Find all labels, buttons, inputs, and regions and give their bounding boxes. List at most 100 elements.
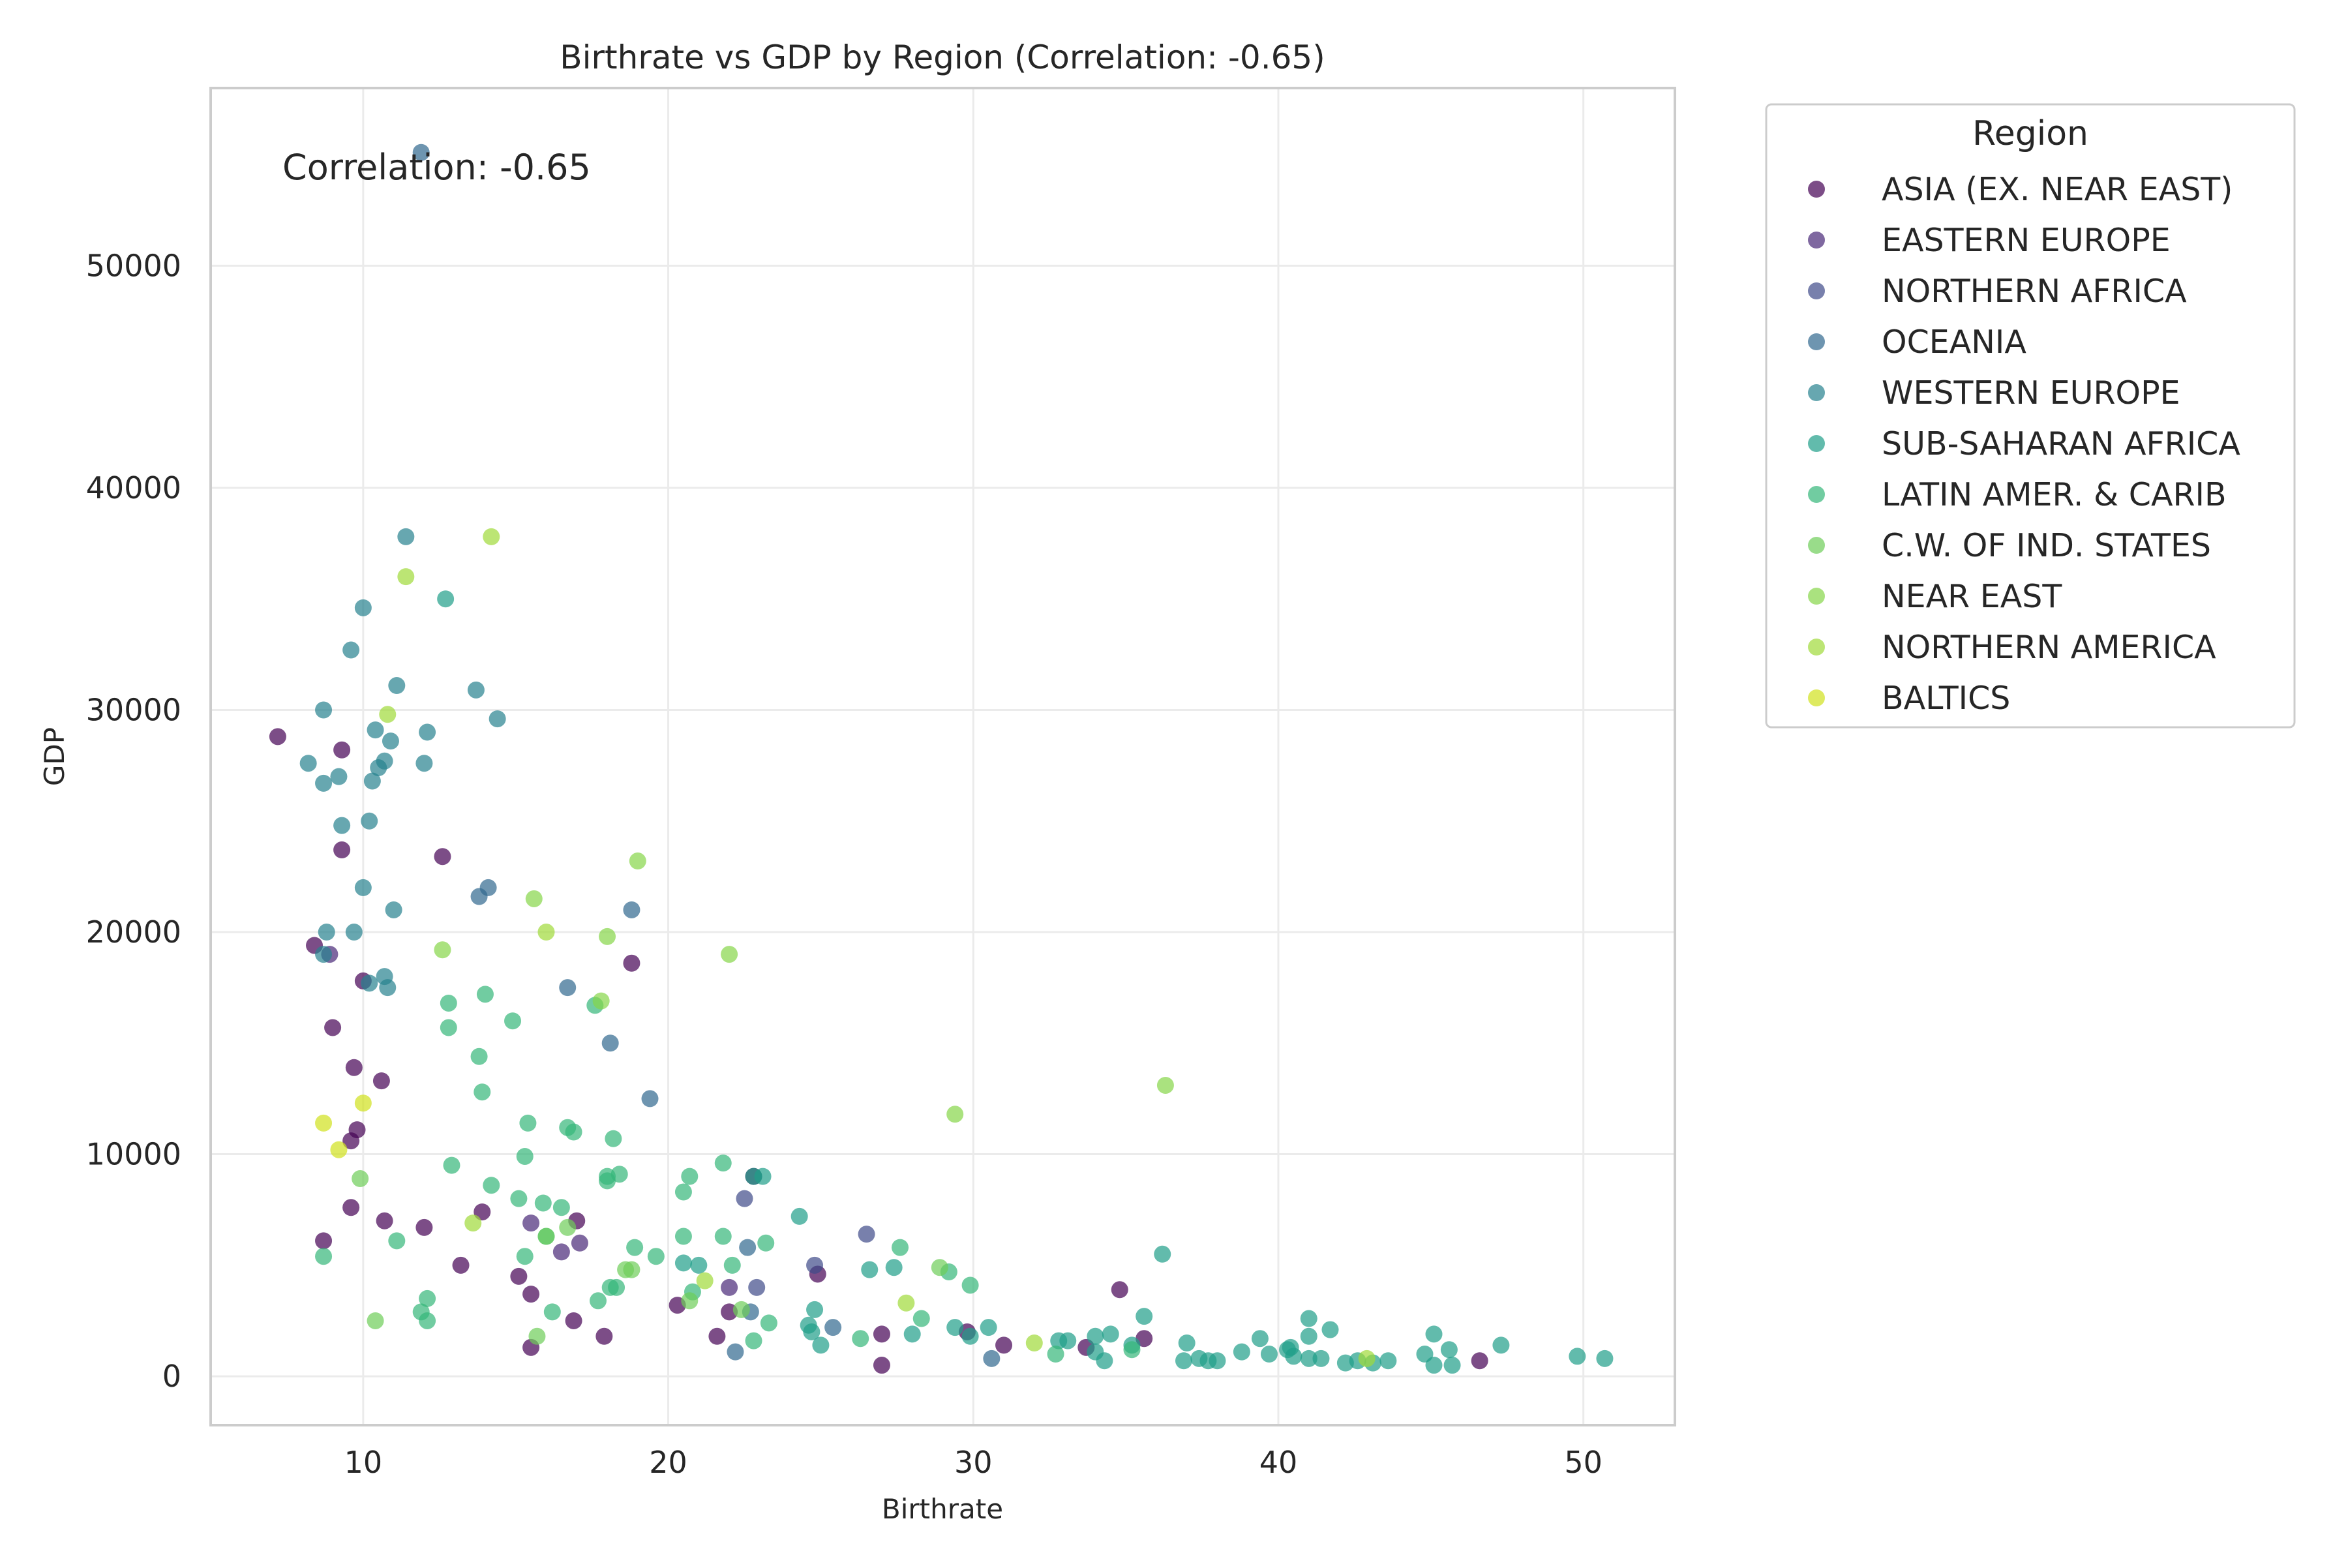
data-point bbox=[552, 1199, 570, 1216]
x-tick-label: 10 bbox=[344, 1445, 383, 1480]
data-point bbox=[443, 1156, 460, 1174]
data-point bbox=[1178, 1334, 1196, 1352]
data-point bbox=[696, 1272, 714, 1289]
data-point bbox=[510, 1267, 528, 1285]
legend-marker bbox=[1808, 181, 1825, 198]
legend: Region ASIA (EX. NEAR EAST) EASTERN EUROP… bbox=[1765, 103, 2296, 729]
data-point bbox=[467, 681, 485, 699]
data-point bbox=[681, 1168, 699, 1185]
data-point bbox=[1282, 1338, 1299, 1356]
legend-label: NORTHERN AMERICA bbox=[1882, 629, 2216, 666]
data-point bbox=[1425, 1325, 1443, 1343]
series-9 bbox=[379, 528, 1376, 1367]
x-axis-ticks: 10 20 30 40 50 bbox=[344, 1445, 1603, 1480]
legend-item: EASTERN EUROPE bbox=[1808, 222, 2171, 259]
data-point bbox=[315, 774, 333, 792]
data-point bbox=[528, 1327, 546, 1345]
data-point bbox=[690, 1256, 708, 1274]
data-point bbox=[1425, 1357, 1443, 1374]
data-point bbox=[330, 768, 348, 785]
plot-area bbox=[209, 87, 1676, 1426]
data-point bbox=[903, 1325, 921, 1343]
data-point bbox=[623, 901, 640, 918]
legend-label: LATIN AMER. & CARIB bbox=[1882, 476, 2227, 513]
data-point bbox=[479, 879, 497, 896]
data-point bbox=[1059, 1332, 1077, 1349]
legend-marker bbox=[1808, 435, 1825, 452]
data-point bbox=[516, 1248, 534, 1265]
data-point bbox=[641, 1090, 659, 1108]
data-point bbox=[961, 1327, 979, 1345]
data-point bbox=[315, 1232, 333, 1250]
legend-box bbox=[1765, 103, 2296, 729]
data-point bbox=[980, 1319, 997, 1336]
data-point bbox=[367, 1312, 384, 1329]
data-point bbox=[623, 1261, 640, 1278]
data-point bbox=[537, 1228, 555, 1245]
data-point bbox=[946, 1106, 964, 1123]
data-point bbox=[1358, 1349, 1376, 1367]
data-point bbox=[1111, 1281, 1128, 1299]
data-point bbox=[483, 1177, 500, 1194]
x-tick-label: 50 bbox=[1564, 1445, 1603, 1480]
data-point bbox=[852, 1330, 869, 1348]
data-point bbox=[437, 590, 455, 608]
y-tick-label: 10000 bbox=[86, 1137, 181, 1172]
data-point bbox=[379, 979, 397, 997]
series-6 bbox=[315, 986, 1141, 1363]
y-tick-label: 20000 bbox=[86, 914, 181, 950]
data-point bbox=[1087, 1343, 1104, 1361]
data-point bbox=[592, 992, 610, 1010]
data-point bbox=[385, 901, 402, 918]
legend-item: NEAR EAST bbox=[1808, 578, 2062, 615]
data-point bbox=[318, 924, 335, 941]
legend-label: C.W. OF IND. STATES bbox=[1882, 527, 2211, 564]
data-point bbox=[474, 1083, 491, 1101]
data-point bbox=[537, 924, 555, 941]
data-point bbox=[324, 1019, 342, 1036]
legend-label: WESTERN EUROPE bbox=[1882, 374, 2180, 412]
legend-items: ASIA (EX. NEAR EAST) EASTERN EUROPE NORTHE… bbox=[1808, 171, 2240, 717]
data-point bbox=[504, 1012, 522, 1030]
legend-marker bbox=[1808, 689, 1825, 706]
data-point bbox=[415, 1218, 433, 1236]
data-point bbox=[1136, 1308, 1153, 1325]
data-point bbox=[342, 1199, 360, 1216]
data-point bbox=[727, 1343, 744, 1361]
data-point bbox=[885, 1259, 903, 1276]
data-point bbox=[419, 1289, 436, 1307]
data-point bbox=[552, 1243, 570, 1261]
data-point bbox=[361, 974, 378, 992]
legend-item: NORTHERN AMERICA bbox=[1808, 629, 2216, 666]
data-point bbox=[519, 1114, 537, 1132]
y-axis-ticks: 0 10000 20000 30000 40000 50000 bbox=[86, 248, 181, 1394]
series-4 bbox=[299, 528, 506, 997]
data-point bbox=[721, 1278, 738, 1296]
data-point bbox=[1300, 1349, 1317, 1367]
data-point bbox=[931, 1259, 948, 1276]
data-point bbox=[464, 1214, 482, 1232]
data-point bbox=[626, 1239, 644, 1256]
data-point bbox=[412, 143, 430, 161]
legend-title: Region bbox=[1972, 114, 2088, 153]
data-point bbox=[434, 848, 451, 866]
legend-marker bbox=[1808, 282, 1825, 299]
data-point bbox=[419, 723, 436, 741]
series-5 bbox=[437, 590, 1614, 1374]
data-point bbox=[1102, 1325, 1119, 1343]
legend-item: ASIA (EX. NEAR EAST) bbox=[1808, 171, 2233, 208]
data-point bbox=[873, 1325, 890, 1343]
data-point bbox=[806, 1301, 824, 1318]
data-point bbox=[806, 1256, 824, 1274]
data-point bbox=[522, 1214, 540, 1232]
data-point bbox=[983, 1349, 1001, 1367]
data-point bbox=[1312, 1349, 1330, 1367]
data-point bbox=[745, 1168, 762, 1185]
legend-label: NEAR EAST bbox=[1882, 578, 2062, 615]
data-point bbox=[379, 706, 397, 723]
data-point bbox=[565, 1312, 582, 1329]
data-point bbox=[608, 1278, 625, 1296]
data-point bbox=[1087, 1327, 1104, 1345]
data-point bbox=[315, 946, 333, 963]
